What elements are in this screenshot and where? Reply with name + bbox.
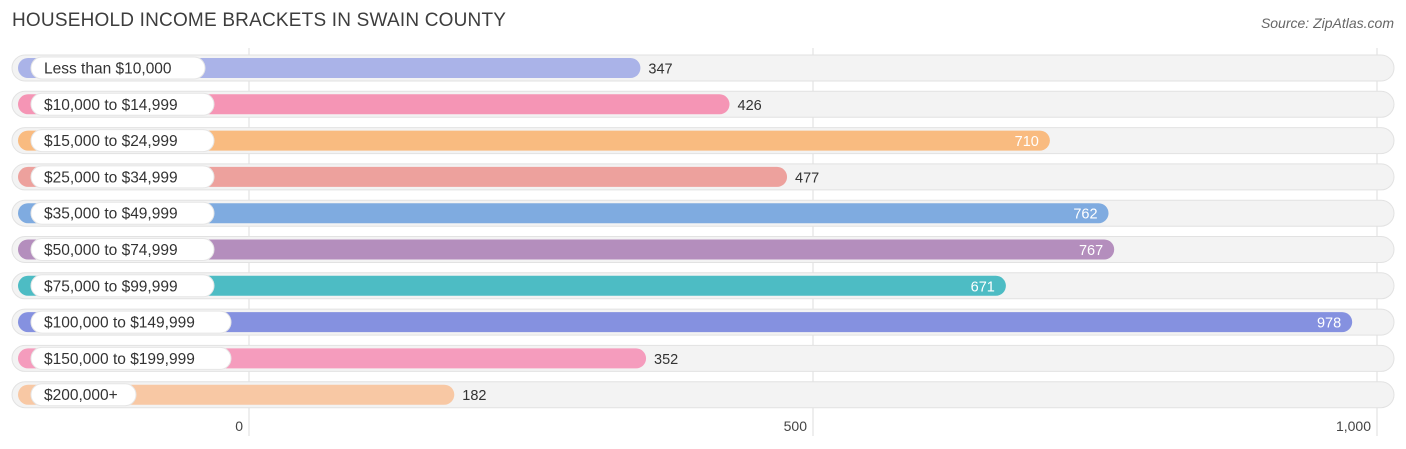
x-axis: 0 500 1,000	[235, 418, 1371, 434]
bar	[18, 239, 1115, 260]
value-label: 182	[462, 388, 486, 404]
value-label: 671	[971, 279, 995, 295]
bar-row: $100,000 to $149,999 978	[11, 308, 1395, 336]
bar-row: Less than $10,000 347	[11, 54, 1395, 82]
value-label: 352	[654, 352, 678, 368]
x-tick-label: 1,000	[1336, 418, 1371, 434]
category-label: $25,000 to $34,999	[44, 169, 178, 186]
category-label-background	[30, 165, 215, 189]
category-label: $75,000 to $99,999	[44, 278, 178, 295]
category-label-background	[30, 129, 215, 153]
category-label-background	[30, 238, 215, 261]
value-label: 978	[1317, 316, 1341, 332]
category-label-background	[30, 346, 232, 370]
bar	[18, 203, 1109, 224]
value-label: 710	[1015, 134, 1039, 150]
bar-row: $15,000 to $24,999 710	[11, 127, 1395, 155]
category-label-background	[30, 274, 215, 298]
bar-row: $25,000 to $34,999 477	[11, 163, 1395, 191]
category-label-background	[30, 201, 215, 225]
bar	[18, 275, 1006, 296]
bar-row: $200,000+ 182	[11, 381, 1395, 409]
category-label-background	[30, 92, 215, 116]
category-label-background	[30, 310, 232, 334]
bar-row: $150,000 to $199,999 352	[11, 344, 1395, 372]
chart-title: HOUSEHOLD INCOME BRACKETS IN SWAIN COUNT…	[12, 10, 507, 31]
bar-row: $50,000 to $74,999 767	[11, 236, 1395, 263]
value-label: 477	[795, 170, 819, 186]
category-label: $15,000 to $24,999	[44, 133, 178, 150]
bar-row: $75,000 to $99,999 671	[11, 272, 1395, 300]
value-label: 767	[1079, 243, 1103, 259]
category-label-background	[30, 383, 137, 407]
x-tick-label: 0	[235, 418, 243, 434]
category-label-background	[30, 56, 206, 80]
category-label: $200,000+	[44, 387, 118, 404]
source-label: Source: ZipAtlas.com	[1260, 15, 1394, 31]
bar	[18, 312, 1353, 333]
bar-row: $35,000 to $49,999 762	[11, 199, 1395, 227]
value-label: 347	[648, 62, 672, 78]
category-label: $150,000 to $199,999	[44, 351, 195, 368]
category-label: $10,000 to $14,999	[44, 97, 178, 114]
value-label: 762	[1073, 207, 1097, 223]
bar-row: $10,000 to $14,999 426	[11, 90, 1395, 118]
x-tick-label: 500	[784, 418, 808, 434]
value-label: 426	[738, 98, 762, 114]
category-label: $35,000 to $49,999	[44, 206, 178, 223]
category-label: $100,000 to $149,999	[44, 315, 195, 332]
bar	[18, 130, 1050, 151]
category-label: Less than $10,000	[44, 61, 172, 78]
category-label: $50,000 to $74,999	[44, 242, 178, 259]
